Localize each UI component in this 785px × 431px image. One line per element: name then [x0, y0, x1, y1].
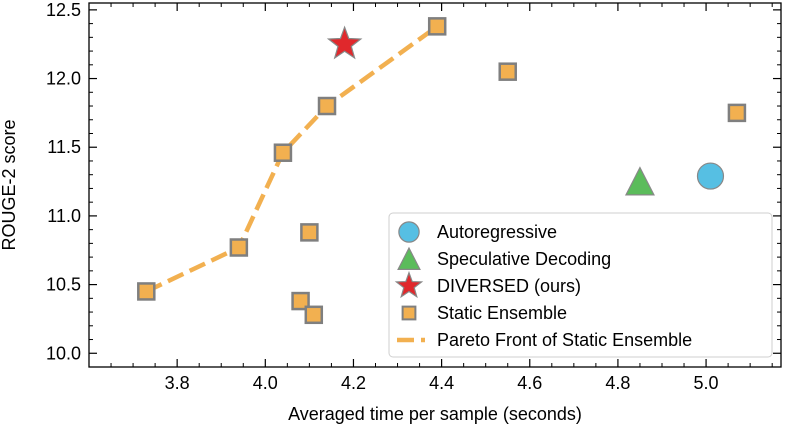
x-tick-label: 4.2 [341, 373, 366, 393]
legend-marker-speculative-decoding [397, 246, 421, 270]
y-tick-label: 11.5 [47, 137, 81, 157]
static-ensemble-point-3 [317, 96, 337, 116]
x-tick-label: 4.4 [429, 373, 454, 393]
speculative-decoding-point-0 [624, 166, 655, 196]
legend-label-static-ensemble: Static Ensemble [437, 303, 567, 323]
y-tick-label: 12.5 [46, 0, 81, 20]
x-tick-label: 5.0 [694, 373, 719, 393]
static-ensemble-point-6 [300, 223, 319, 242]
x-tick-label: 4.6 [517, 373, 542, 393]
static-ensemble-point-1 [229, 238, 249, 257]
y-axis-label: ROUGE-2 score [0, 119, 19, 250]
x-tick-label: 4.0 [253, 373, 278, 393]
legend-marker-autoregressive [398, 221, 420, 243]
static-ensemble-point-7 [304, 305, 324, 325]
plot-area [137, 17, 747, 325]
legend-marker-static-ensemble [401, 305, 417, 321]
legend: Autoregressive Speculative Decoding DIVERS… [388, 212, 773, 358]
y-tick-label: 12.0 [46, 69, 81, 89]
y-tick-label: 10.5 [46, 275, 81, 295]
x-axis-label: Averaged time per sample (seconds) [288, 404, 582, 424]
legend-label-pareto-front-of-static-ensemble: Pareto Front of Static Ensemble [437, 330, 692, 350]
legend-box [388, 212, 773, 358]
x-tick-label: 3.8 [165, 373, 190, 393]
static-ensemble-point-8 [498, 62, 517, 81]
static-ensemble-point-0 [137, 282, 156, 301]
static-ensemble-point-5 [291, 291, 310, 311]
x-tick-label: 4.8 [605, 373, 630, 393]
legend-label-speculative-decoding: Speculative Decoding [437, 249, 611, 269]
static-ensemble-point-2 [273, 143, 293, 162]
autoregressive-point-0 [696, 162, 725, 190]
plot-frame [88, 2, 782, 368]
y-tick-label: 11.0 [47, 206, 81, 226]
legend-marker-diversed-ours [394, 270, 424, 299]
diversed-ours-point-0 [326, 25, 363, 60]
legend-label-autoregressive: Autoregressive [437, 222, 557, 242]
axes: 3.8 4.0 4.2 4.4 4.6 4.8 5.0 10.0 10.5 11.0 11.5 12.… [46, 0, 781, 393]
static-ensemble-point-9 [727, 103, 747, 123]
static-ensemble-point-4 [427, 17, 447, 36]
legend-label-diversed-ours: DIVERSED (ours) [437, 276, 581, 296]
y-tick-label: 10.0 [46, 343, 81, 363]
